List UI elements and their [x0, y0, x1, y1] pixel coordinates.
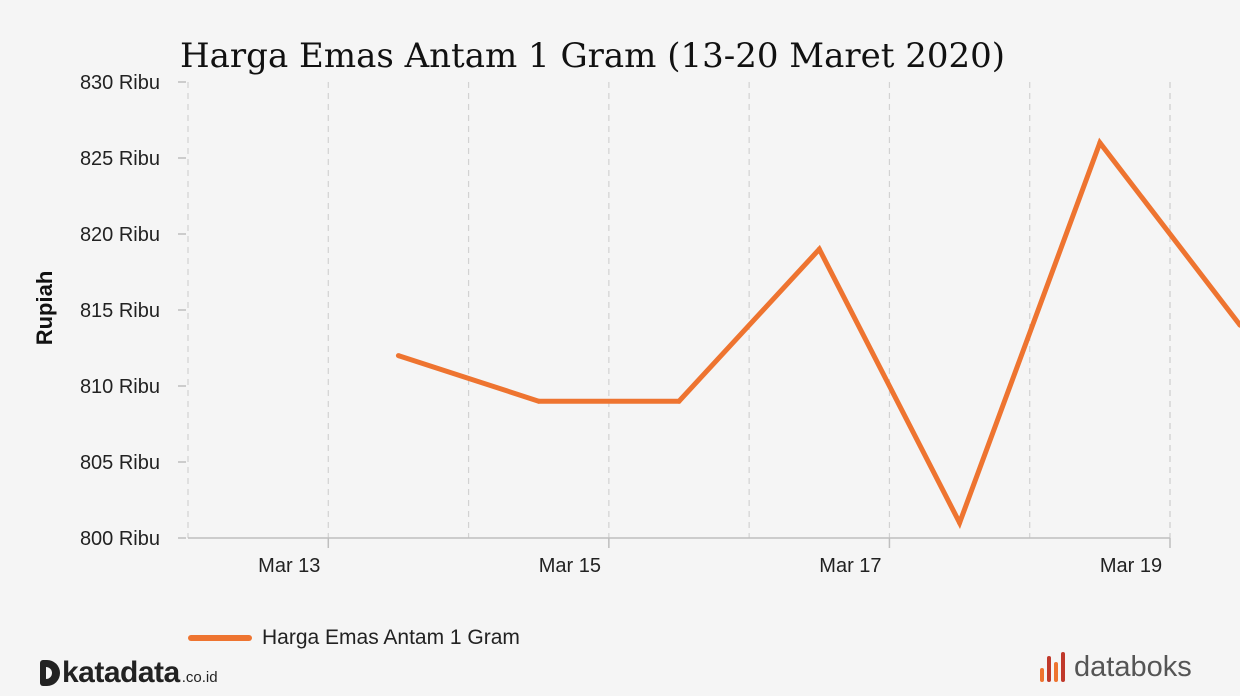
x-tick-label: Mar 19	[1100, 555, 1162, 577]
katadata-wordmark: katadata	[62, 656, 180, 689]
line-chart: 800 Ribu 805 Ribu 810 Ribu 815 Ribu 820 Ribu…	[32, 72, 1240, 577]
series-line-0	[397, 137, 1240, 530]
databoks-bars-icon	[1040, 652, 1068, 682]
data-point-0-5	[1097, 140, 1103, 146]
y-tick-label: 810 Ribu	[80, 376, 160, 398]
legend-swatch	[188, 635, 252, 641]
y-tick-label: 825 Ribu	[80, 148, 160, 170]
y-tick-label: 815 Ribu	[80, 300, 160, 322]
x-tick-label: Mar 15	[539, 555, 601, 577]
databoks-wordmark: databoks	[1074, 651, 1192, 683]
x-tick-label: Mar 13	[258, 555, 320, 577]
databoks-logo: databoks	[1040, 652, 1192, 682]
label-layer: 800 Ribu 805 Ribu 810 Ribu 815 Ribu 820 Ribu…	[80, 72, 1162, 577]
katadata-logo: katadata .co.id	[40, 656, 218, 690]
databoks-bar-0	[1040, 668, 1044, 682]
data-point-0-2	[676, 398, 682, 404]
series-layer	[395, 137, 1240, 530]
y-tick-label: 800 Ribu	[80, 528, 160, 550]
data-point-0-4	[957, 520, 963, 526]
y-tick-label: 830 Ribu	[80, 72, 160, 94]
databoks-bar-1	[1047, 656, 1051, 682]
legend-label: Harga Emas Antam 1 Gram	[262, 626, 520, 649]
katadata-domain-suffix: .co.id	[181, 669, 218, 686]
axis-layer	[178, 81, 1171, 548]
y-tick-label: 805 Ribu	[80, 452, 160, 474]
grid-layer	[187, 82, 1171, 538]
data-point-0-3	[816, 246, 822, 252]
databoks-bar-2	[1054, 662, 1058, 682]
databoks-bar-3	[1061, 652, 1065, 682]
y-tick-label: 820 Ribu	[80, 224, 160, 246]
legend: Harga Emas Antam 1 Gram	[188, 626, 520, 650]
chart-title: Harga Emas Antam 1 Gram (13-20 Maret 202…	[180, 36, 1006, 76]
data-point-0-6	[1237, 322, 1240, 328]
y-axis-title: Rupiah	[32, 271, 57, 346]
data-point-0-0	[395, 353, 401, 359]
data-point-0-1	[536, 398, 542, 404]
x-tick-label: Mar 17	[819, 555, 881, 577]
katadata-mark-icon	[40, 660, 60, 686]
